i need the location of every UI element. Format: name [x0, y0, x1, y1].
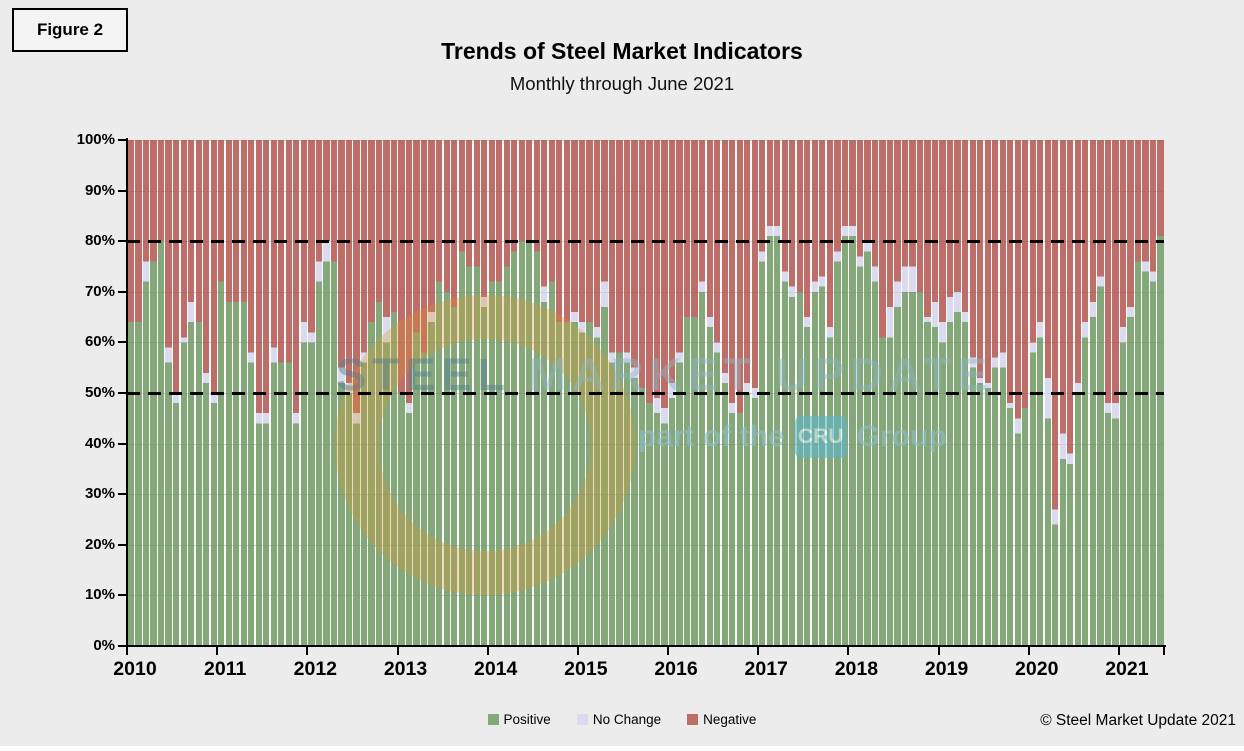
chart-title: Trends of Steel Market Indicators — [441, 38, 803, 64]
x-axis-label-2015: 2015 — [564, 658, 608, 680]
legend-swatch — [687, 714, 699, 725]
y-axis-label-70pct: 70% — [84, 282, 115, 300]
gridline — [127, 190, 1164, 192]
x-tick — [757, 647, 760, 655]
y-tick — [118, 543, 126, 546]
gridline — [127, 595, 1164, 597]
y-tick — [118, 493, 126, 496]
x-tick-end — [1163, 647, 1165, 655]
x-tick — [1117, 647, 1120, 655]
y-tick — [118, 594, 126, 597]
x-axis-label-2011: 2011 — [204, 658, 247, 680]
x-axis-line — [125, 645, 1166, 647]
y-axis-line — [125, 138, 128, 647]
y-tick — [118, 290, 126, 293]
x-tick — [667, 647, 670, 655]
watermark-part-of-the: part of the — [638, 420, 785, 453]
legend: Positive No Change Negative — [0, 712, 1244, 727]
y-axis-label-20pct: 20% — [84, 535, 115, 553]
legend-swatch — [576, 714, 588, 725]
x-axis-label-2012: 2012 — [293, 658, 338, 680]
y-axis-label-40pct: 40% — [84, 434, 115, 452]
watermark-group: Group — [856, 420, 947, 453]
watermark-ring-logo — [335, 295, 635, 595]
gridline-overlay — [127, 291, 1164, 293]
y-axis-label-30pct: 30% — [84, 485, 115, 503]
legend-item-no-change: No Change — [576, 712, 662, 727]
gridline — [127, 342, 1164, 344]
x-axis-label-2020: 2020 — [1015, 658, 1059, 680]
figure-label-box: Figure 2 — [12, 8, 128, 52]
x-tick — [937, 647, 940, 655]
gridline — [127, 544, 1164, 546]
figure-label: Figure 2 — [36, 20, 104, 39]
y-tick — [118, 442, 126, 445]
x-axis-label-2016: 2016 — [654, 658, 698, 680]
gridline-overlay — [127, 494, 1164, 496]
gridline — [127, 140, 1164, 141]
gridline-overlay — [127, 544, 1164, 546]
x-tick — [1027, 647, 1030, 655]
y-tick — [118, 645, 126, 647]
gridline — [127, 291, 1164, 293]
x-axis-label-2021: 2021 — [1105, 658, 1149, 680]
y-axis-label-80pct: 80% — [84, 232, 115, 250]
x-axis-label-2014: 2014 — [473, 658, 518, 680]
reference-line-50pct — [127, 391, 1164, 395]
gridline — [127, 494, 1164, 496]
gridline-overlay — [127, 443, 1164, 445]
x-tick — [216, 647, 219, 655]
x-tick — [306, 647, 309, 655]
gridline-overlay — [127, 595, 1164, 597]
y-tick — [118, 341, 126, 344]
y-axis-label-50pct: 50% — [84, 384, 115, 401]
x-axis-label-2017: 2017 — [744, 658, 788, 680]
chart-subtitle: Monthly through June 2021 — [509, 73, 735, 94]
gridline — [127, 443, 1164, 445]
cru-logo-text: CRU — [797, 425, 844, 448]
x-tick — [847, 647, 850, 655]
x-axis-label-2018: 2018 — [834, 658, 879, 680]
copyright-text: © Steel Market Update 2021 — [1040, 712, 1236, 729]
cru-logo: CRU — [794, 416, 847, 458]
y-axis-label-10pct: 10% — [84, 586, 115, 604]
x-tick — [486, 647, 489, 655]
legend-label: No Change — [592, 712, 662, 727]
y-tick — [118, 189, 126, 192]
x-tick — [126, 647, 128, 655]
y-axis-label-100pct: 100% — [76, 131, 115, 148]
legend-label: Positive — [503, 712, 551, 727]
x-axis-label-2013: 2013 — [383, 658, 428, 680]
legend-item-negative: Negative — [687, 712, 756, 727]
y-axis-label-90pct: 90% — [84, 181, 115, 199]
x-axis-label-2010: 2010 — [113, 658, 157, 680]
y-tick — [118, 392, 126, 394]
legend-swatch — [487, 714, 499, 725]
x-tick — [576, 647, 579, 655]
legend-item-positive: Positive — [487, 712, 551, 727]
x-tick — [396, 647, 399, 655]
legend-label: Negative — [703, 712, 757, 727]
gridline-overlay — [127, 342, 1164, 344]
y-tick — [118, 139, 126, 141]
gridline-overlay — [127, 190, 1164, 192]
x-axis-label-2019: 2019 — [924, 658, 969, 680]
y-tick — [118, 240, 126, 243]
y-axis-label-0pct: 0% — [93, 637, 115, 654]
gridline-overlay — [127, 140, 1164, 141]
watermark-tagline: part of the CRU Group — [638, 416, 947, 458]
bottom-strip — [0, 746, 1244, 751]
reference-line-80pct — [127, 239, 1164, 243]
y-axis-label-60pct: 60% — [84, 333, 115, 351]
